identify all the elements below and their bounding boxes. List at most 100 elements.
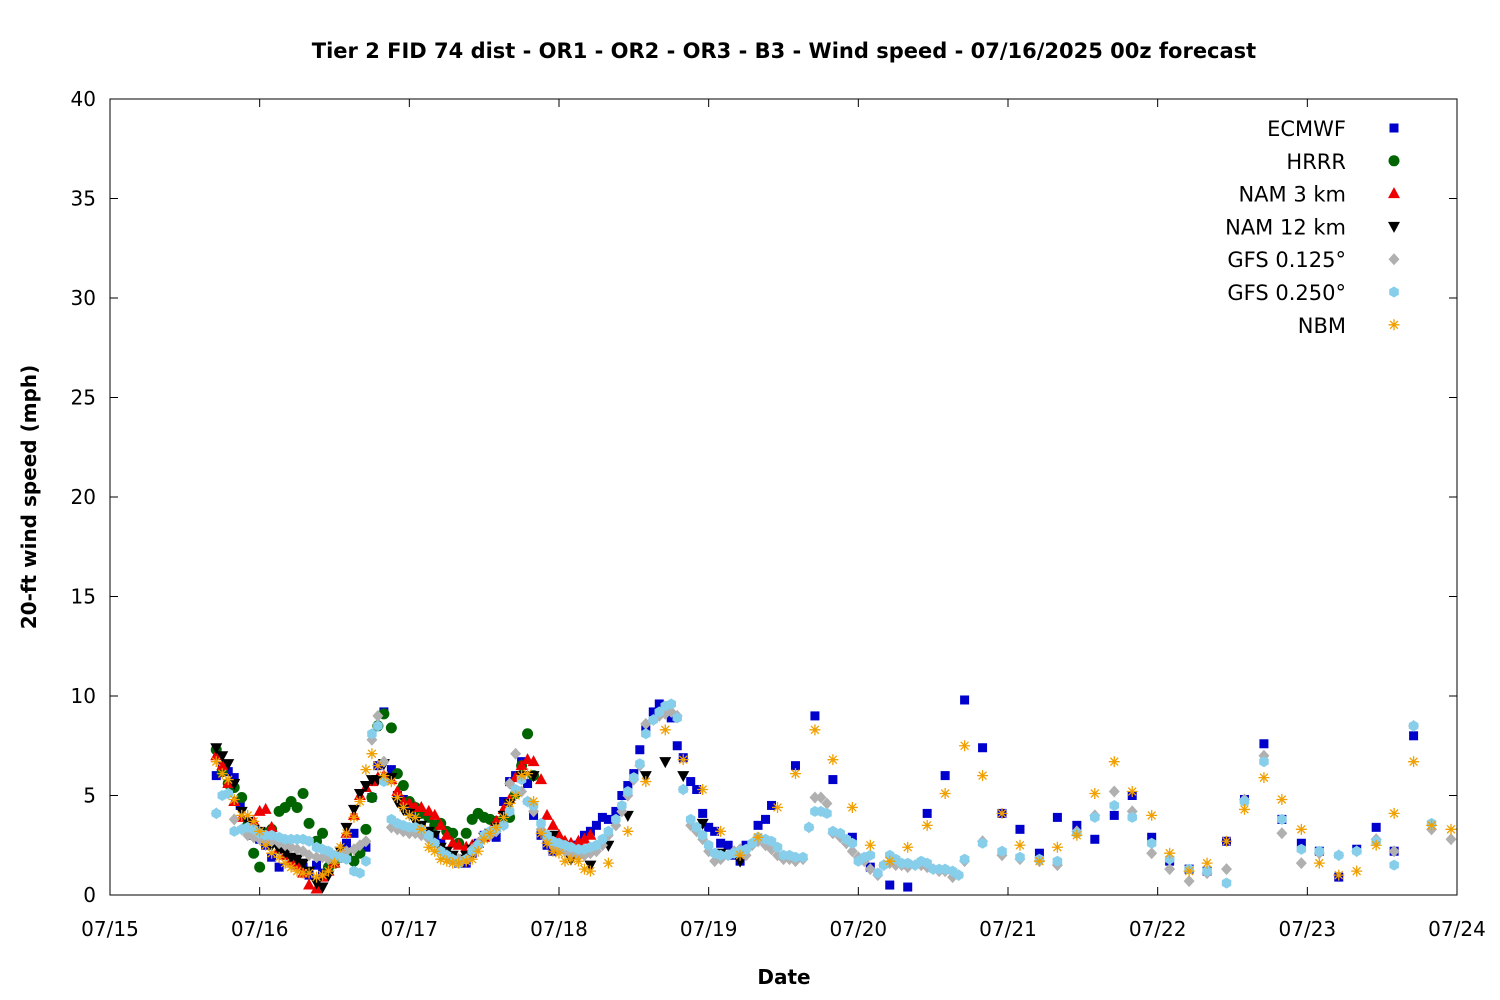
data-point [922, 808, 932, 818]
data-point [1089, 788, 1101, 800]
data-point [553, 828, 565, 840]
data-point [1201, 857, 1213, 869]
data-point [348, 811, 360, 823]
data-point [666, 698, 676, 710]
series-gfs-0-250 [211, 698, 1437, 889]
data-point [536, 817, 546, 829]
data-point [211, 771, 221, 781]
data-point [597, 812, 607, 822]
data-point [809, 724, 821, 736]
data-point [340, 827, 352, 839]
data-point [441, 855, 453, 867]
data-point [210, 749, 223, 761]
data-point [617, 800, 627, 811]
data-point [940, 863, 950, 875]
legend: ECMWF HRRR NAM 3 km NAM 12 km GFS 0.125° GFS … [1225, 117, 1400, 338]
data-point [415, 800, 428, 812]
data-point [236, 809, 248, 821]
data-point [1388, 845, 1400, 858]
data-point [229, 825, 239, 837]
data-point [316, 882, 329, 894]
data-point [430, 837, 440, 849]
data-point [1164, 863, 1176, 876]
data-point [1296, 838, 1306, 848]
data-point [959, 853, 970, 865]
data-point [1295, 823, 1307, 835]
data-point [1276, 793, 1288, 805]
data-point [977, 837, 988, 849]
data-point [504, 797, 516, 809]
data-point [1259, 739, 1269, 749]
data-series [210, 695, 1457, 894]
data-point [1126, 786, 1138, 798]
data-point [953, 869, 964, 881]
legend-label: NBM [1298, 314, 1346, 338]
data-point [535, 773, 548, 785]
data-point [490, 821, 502, 833]
data-point [1221, 877, 1232, 889]
x-tick-label: 07/24 [1428, 917, 1486, 941]
data-point [1239, 796, 1250, 807]
data-point [547, 818, 560, 830]
data-point [329, 857, 340, 869]
data-point [821, 797, 833, 810]
data-point [1295, 857, 1307, 870]
data-point [696, 818, 709, 830]
data-point [323, 865, 335, 877]
data-point [372, 760, 384, 772]
data-point [229, 773, 239, 783]
data-point [578, 863, 590, 875]
data-point [809, 791, 821, 804]
data-point [415, 823, 427, 835]
data-point [435, 853, 447, 865]
data-point [1109, 800, 1119, 811]
data-point [297, 788, 309, 800]
data-point [559, 855, 571, 867]
data-point [297, 867, 309, 879]
legend-marker [1388, 155, 1400, 167]
data-point [960, 695, 970, 705]
data-point [1014, 839, 1026, 851]
data-point [623, 781, 633, 791]
data-point [423, 841, 435, 853]
data-point [472, 845, 484, 857]
data-point [1259, 756, 1269, 768]
data-point [703, 839, 714, 851]
data-point [317, 869, 329, 881]
data-point [710, 826, 720, 836]
data-point [677, 771, 690, 783]
data-point [677, 754, 689, 766]
data-point [1333, 869, 1345, 881]
data-point [1351, 865, 1363, 877]
data-point [210, 756, 222, 768]
data-point [903, 857, 913, 869]
data-point [453, 857, 465, 869]
data-point [641, 728, 651, 740]
data-point [734, 849, 746, 861]
data-point [211, 807, 221, 819]
data-point [285, 861, 297, 873]
y-tick-label: 40 [71, 87, 96, 111]
data-point [424, 829, 434, 841]
data-point [516, 770, 528, 782]
data-point [827, 754, 839, 766]
legend-marker [1389, 123, 1399, 133]
data-point [498, 811, 510, 823]
data-point [591, 820, 601, 830]
data-point [623, 786, 633, 797]
data-point [1352, 845, 1362, 857]
data-point [1389, 859, 1399, 871]
data-point [1388, 807, 1400, 819]
data-point [541, 837, 553, 849]
data-point [317, 827, 329, 839]
data-point [940, 771, 950, 781]
legend-marker [1388, 187, 1400, 199]
data-point [397, 801, 409, 813]
x-tick-label: 07/17 [381, 917, 439, 941]
legend-label: GFS 0.250° [1227, 281, 1346, 305]
data-point [734, 856, 747, 868]
data-point [654, 699, 664, 709]
data-point [846, 845, 858, 858]
data-point [541, 808, 554, 820]
data-point [715, 825, 727, 837]
